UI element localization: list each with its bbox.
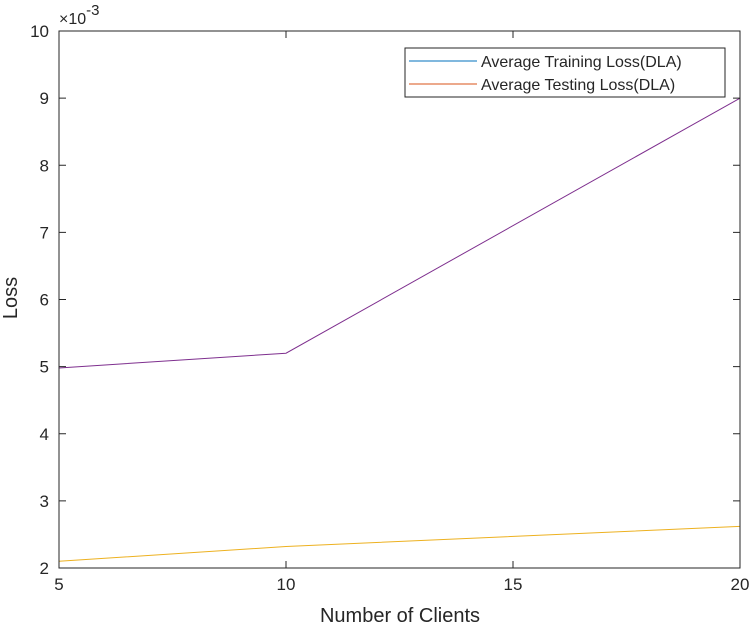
x-tick-label: 10 — [277, 575, 296, 594]
y-tick-label: 9 — [40, 89, 49, 108]
y-tick-label: 4 — [40, 425, 49, 444]
x-tick-label: 15 — [504, 575, 523, 594]
y-tick-label: 6 — [40, 291, 49, 310]
legend-label-2: Average Testing Loss(DLA) — [481, 77, 675, 94]
legend: Average Training Loss(DLA) Average Testin… — [404, 47, 726, 98]
y-axis-exponent: ×10-3 — [59, 2, 99, 28]
series-line-2 — [58, 525, 741, 562]
axes-layer: 5 10 15 20 2 3 4 5 6 7 8 9 10 — [30, 22, 749, 594]
legend-box — [404, 47, 726, 98]
x-tick-label: 20 — [731, 575, 750, 594]
plot-area — [59, 31, 740, 568]
y-tick-label: 3 — [40, 492, 49, 511]
x-axis-label: Number of Clients — [320, 605, 480, 625]
y-axis-label: Loss — [0, 277, 22, 319]
x-tick-label: 5 — [54, 575, 63, 594]
y-tick-label: 5 — [40, 358, 49, 377]
plot-background — [59, 31, 740, 568]
y-tick-label: 8 — [40, 156, 49, 175]
y-tick-label: 7 — [40, 223, 49, 242]
y-tick-label: 2 — [40, 559, 49, 578]
series-layer — [58, 97, 741, 562]
legend-label-1: Average Training Loss(DLA) — [481, 54, 682, 71]
series-line-1 — [58, 97, 741, 369]
y-tick-label: 10 — [30, 22, 49, 41]
